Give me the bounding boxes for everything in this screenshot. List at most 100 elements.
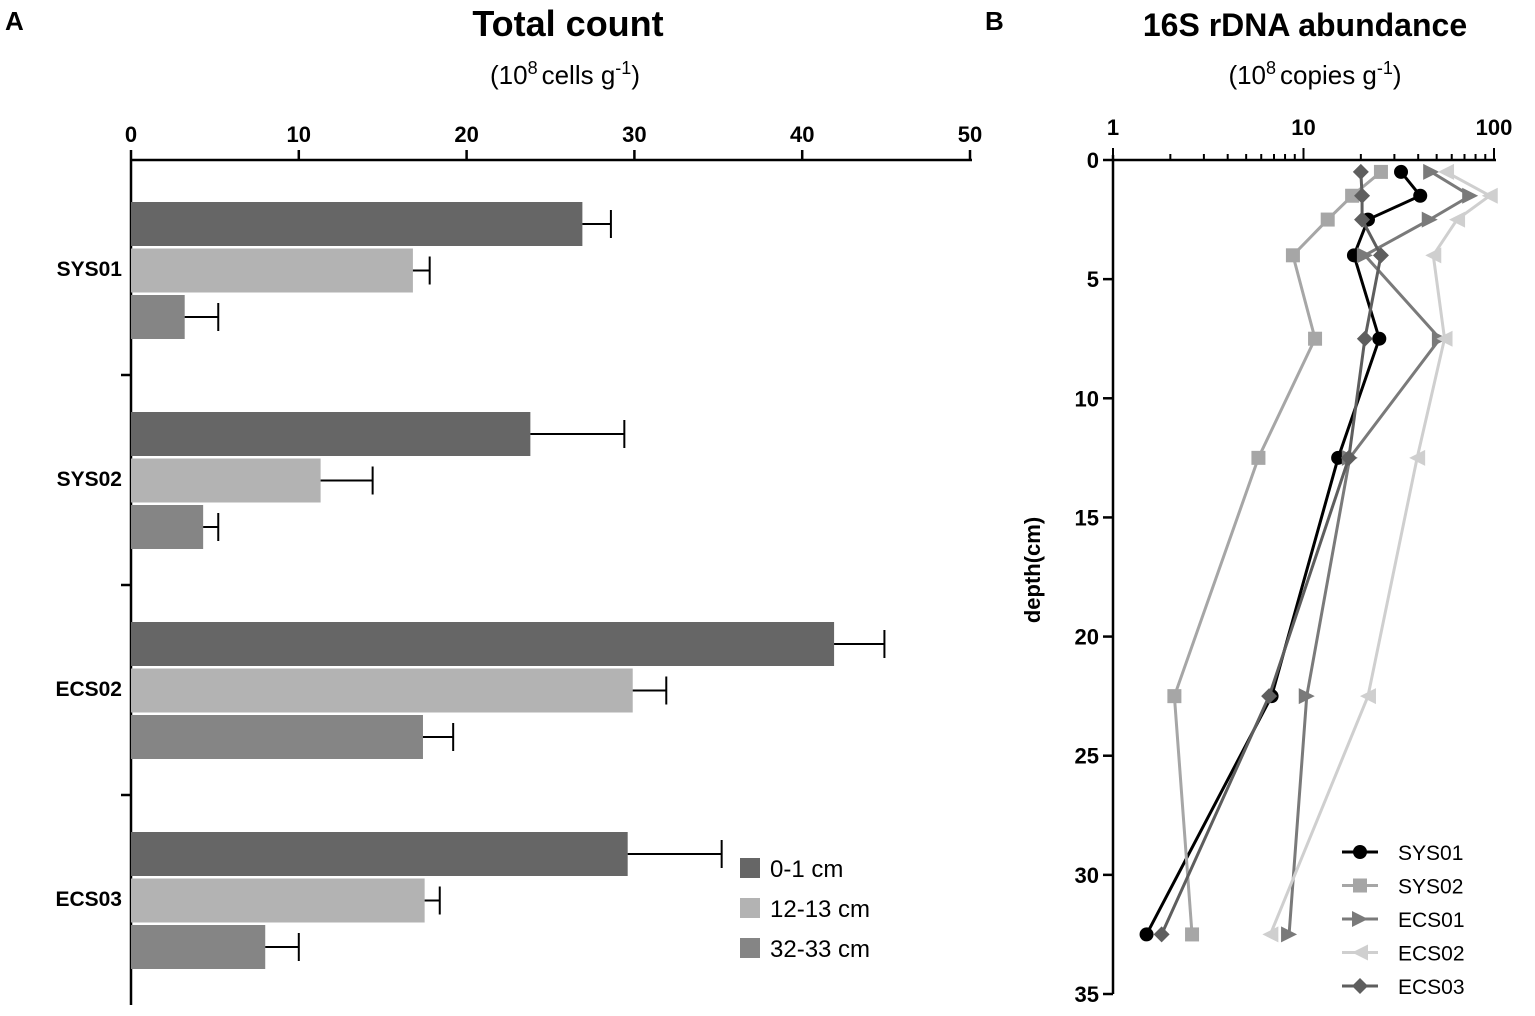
legend-swatch [740, 938, 760, 958]
panel-label-b: B [985, 6, 1004, 36]
x-tick-label: 30 [622, 122, 646, 147]
y-tick-label: 0 [1087, 148, 1099, 173]
x-tick-label: 1 [1107, 115, 1119, 140]
bar [131, 202, 583, 246]
bar [131, 505, 204, 549]
chart-b: 1 10 100 0 5 10 15 20 25 30 35 SYS01 SYS02 ECS01 ECS02… [1075, 115, 1513, 1007]
marker-triangle-left [1409, 449, 1426, 466]
bar [131, 925, 266, 969]
marker-triangle-left [1438, 163, 1455, 180]
marker-triangle-right [1352, 911, 1368, 927]
marker-triangle-right [1298, 688, 1315, 705]
marker-triangle-right [1421, 211, 1438, 228]
chart-a-title: Total count [472, 3, 663, 44]
y-tick-label: 10 [1075, 386, 1099, 411]
legend-label: 12-13 cm [770, 896, 870, 923]
bar [131, 832, 628, 876]
marker-triangle-left [1359, 688, 1376, 705]
series-line [1160, 171, 1383, 936]
marker-square [1285, 248, 1300, 263]
bar [131, 715, 423, 759]
marker-square [1373, 164, 1388, 179]
x-tick-label: 0 [125, 122, 137, 147]
marker-circle [1139, 927, 1154, 942]
x-tick-label: 10 [1291, 115, 1315, 140]
marker-circle [1413, 188, 1428, 203]
marker-triangle-left [1352, 944, 1368, 961]
marker-triangle-left [1436, 330, 1453, 347]
chart-b-units: (108 copies g-1) [1228, 58, 1401, 90]
marker-circle [1372, 331, 1387, 346]
category-label: SYS01 [57, 258, 123, 281]
chart-b-ylabel: depth(cm) [1020, 517, 1045, 623]
marker-triangle-right [1281, 926, 1298, 943]
x-tick-label: 100 [1476, 115, 1513, 140]
marker-circle [1394, 164, 1409, 179]
marker-diamond [1354, 187, 1371, 204]
chart-b-title: 16S rDNA abundance [1143, 7, 1467, 43]
marker-diamond [1352, 163, 1369, 180]
marker-square [1353, 878, 1367, 893]
series-line [1268, 170, 1493, 935]
bar [131, 668, 633, 713]
marker-triangle-left [1262, 926, 1279, 943]
category-label: ECS03 [55, 888, 122, 911]
legend-swatch [740, 858, 760, 878]
bar [131, 622, 835, 666]
series-ecs03 [1153, 163, 1389, 943]
marker-diamond [1356, 330, 1373, 347]
bar [131, 458, 321, 503]
legend-label: 32-33 cm [770, 936, 870, 963]
marker-diamond [1354, 211, 1371, 228]
marker-diamond [1372, 247, 1389, 264]
marker-square [1345, 188, 1360, 203]
marker-triangle-left [1449, 211, 1466, 228]
legend-label: SYS01 [1398, 842, 1463, 865]
marker-square [1167, 689, 1182, 704]
legend-swatch [740, 898, 760, 918]
bar [131, 248, 413, 293]
legend-label: ECS03 [1398, 976, 1465, 999]
bar [131, 295, 185, 339]
y-tick-label: 15 [1075, 505, 1099, 530]
marker-diamond [1153, 926, 1170, 943]
marker-circle [1331, 450, 1346, 465]
series-ecs02 [1262, 163, 1498, 943]
bar [131, 412, 531, 456]
marker-circle [1353, 845, 1367, 859]
y-tick-label: 30 [1075, 863, 1099, 888]
panel-label-a: A [5, 6, 24, 36]
legend-label: ECS01 [1398, 909, 1465, 932]
x-tick-label: 40 [790, 122, 814, 147]
y-tick-label: 20 [1075, 625, 1099, 650]
series-line [1145, 170, 1423, 936]
marker-triangle-right [1423, 163, 1440, 180]
marker-square [1251, 450, 1266, 465]
marker-triangle-right [1462, 187, 1479, 204]
chart-a: 0 10 20 30 40 50 SYS01 SYS02 ECS02 ECS03 0-1 cm 12-… [55, 122, 982, 1005]
y-tick-label: 35 [1075, 982, 1099, 1007]
marker-square [1185, 927, 1200, 942]
series-sys02 [1167, 164, 1388, 942]
y-tick-label: 25 [1075, 744, 1099, 769]
x-tick-label: 10 [287, 122, 311, 147]
category-label: SYS02 [57, 468, 122, 491]
marker-diamond [1340, 449, 1357, 466]
legend-label: 0-1 cm [770, 856, 843, 883]
marker-square [1308, 331, 1323, 346]
x-tick-label: 50 [958, 122, 982, 147]
marker-diamond [1261, 688, 1278, 705]
marker-triangle-right [1356, 247, 1373, 264]
marker-square [1320, 212, 1335, 227]
chart-a-units: (108 cells g-1) [490, 58, 640, 90]
marker-triangle-left [1481, 187, 1498, 204]
legend-label: SYS02 [1398, 876, 1463, 899]
x-tick-label: 20 [454, 122, 478, 147]
legend-label: ECS02 [1398, 943, 1465, 966]
bar [131, 878, 425, 923]
marker-triangle-left [1425, 247, 1442, 264]
category-label: ECS02 [55, 678, 122, 701]
marker-diamond [1352, 978, 1368, 994]
y-tick-label: 5 [1087, 267, 1099, 292]
